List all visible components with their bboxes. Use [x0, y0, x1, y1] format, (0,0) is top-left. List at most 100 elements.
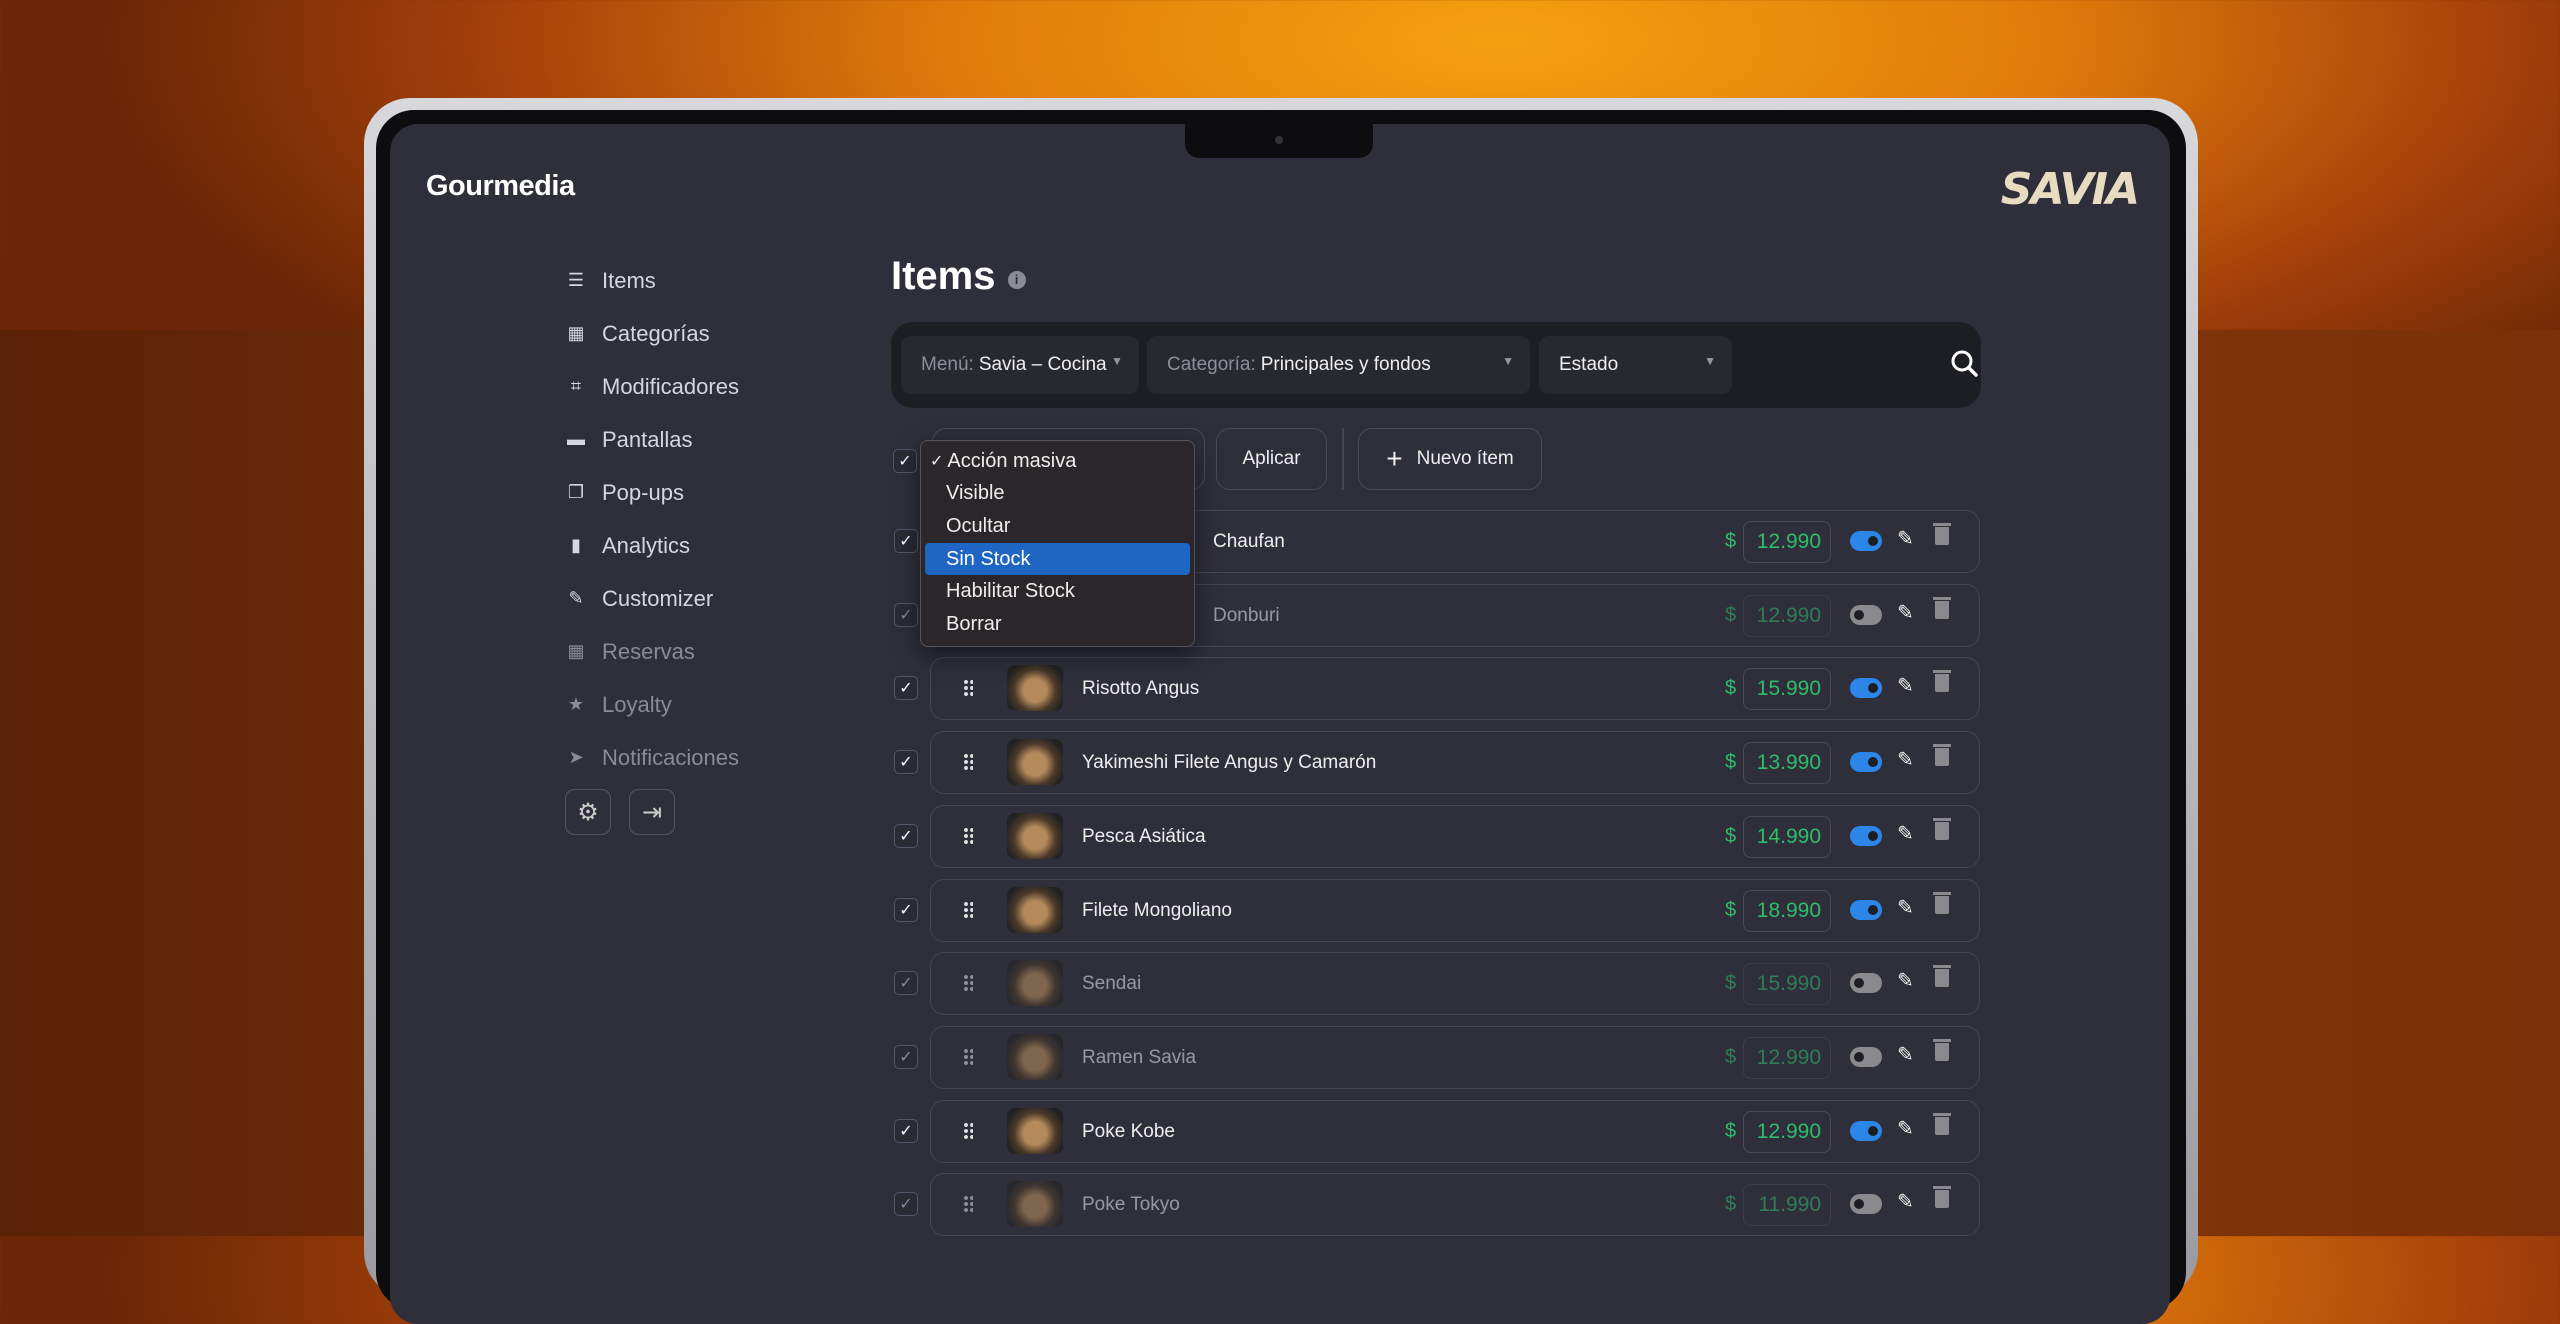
edit-pencil-icon[interactable]: ✎ — [1897, 1191, 1914, 1214]
edit-pencil-icon[interactable]: ✎ — [1897, 896, 1914, 919]
edit-pencil-icon[interactable]: ✎ — [1897, 1043, 1914, 1066]
row-checkbox[interactable]: ✓ — [894, 750, 918, 775]
price-input[interactable]: 12.990 — [1743, 521, 1831, 563]
trash-icon[interactable] — [1933, 523, 1951, 545]
bulk-option[interactable]: Sin Stock — [925, 542, 1190, 576]
sidebar-item-pantallas[interactable]: ▬ Pantallas — [565, 413, 739, 466]
trash-icon[interactable] — [1933, 1112, 1951, 1135]
drag-handle-icon[interactable] — [963, 1121, 973, 1140]
sidebar-item-notificaciones[interactable]: ➤ Notificaciones — [565, 731, 739, 784]
row-checkbox[interactable]: ✓ — [894, 1192, 918, 1217]
new-item-button[interactable]: + Nuevo ítem — [1358, 428, 1542, 490]
bulk-option[interactable]: Visible — [925, 478, 1190, 511]
edit-pencil-icon[interactable]: ✎ — [1897, 749, 1914, 772]
sidebar-item-analytics[interactable]: ▮ Analytics — [565, 519, 739, 572]
price-input[interactable]: 18.990 — [1743, 889, 1831, 932]
item-thumbnail — [1007, 886, 1063, 933]
edit-pencil-icon[interactable]: ✎ — [1897, 970, 1914, 993]
row-checkbox[interactable]: ✓ — [894, 529, 918, 553]
item-thumbnail — [1007, 665, 1063, 712]
edit-pencil-icon[interactable]: ✎ — [1897, 822, 1914, 845]
drag-handle-icon[interactable] — [963, 679, 973, 698]
status-select[interactable]: Estado ▼ — [1539, 336, 1732, 394]
visibility-toggle[interactable] — [1850, 1046, 1882, 1067]
trash-icon[interactable] — [1933, 744, 1951, 767]
chevron-down-icon: ▼ — [1502, 354, 1514, 368]
brand-logo: Gourmedia — [426, 170, 575, 202]
bulk-option-label: Habilitar Stock — [946, 580, 1075, 603]
visibility-toggle[interactable] — [1850, 973, 1882, 994]
edit-pencil-icon[interactable]: ✎ — [1897, 1117, 1914, 1140]
item-row: ✓ Filete Mongoliano $ 18.990 ✎ — [894, 878, 1980, 942]
new-item-label: Nuevo ítem — [1416, 448, 1514, 469]
info-icon[interactable]: i — [1007, 270, 1026, 289]
trash-icon[interactable] — [1933, 965, 1951, 988]
trash-icon[interactable] — [1933, 817, 1951, 840]
sidebar-item-categoras[interactable]: ▦ Categorías — [565, 307, 739, 360]
drag-handle-icon[interactable] — [963, 753, 973, 772]
drag-handle-icon[interactable] — [963, 1195, 973, 1214]
edit-pencil-icon[interactable]: ✎ — [1897, 528, 1914, 550]
sidebar-item-popups[interactable]: ❐ Pop-ups — [565, 466, 739, 519]
visibility-toggle[interactable] — [1850, 752, 1882, 773]
select-all-checkbox[interactable]: ✓ — [893, 449, 917, 473]
visibility-toggle[interactable] — [1850, 678, 1882, 699]
visibility-toggle[interactable] — [1850, 531, 1882, 551]
row-checkbox[interactable]: ✓ — [894, 602, 918, 627]
trash-icon[interactable] — [1933, 596, 1951, 619]
apply-button[interactable]: Aplicar — [1216, 428, 1327, 490]
menu-select-label: Menú: — [921, 354, 974, 375]
bulk-action-dropdown: ✓ Acción masiva Visible Ocultar Sin Stock Hab… — [920, 440, 1195, 647]
price-input[interactable]: 13.990 — [1743, 742, 1831, 785]
drag-handle-icon[interactable] — [963, 974, 973, 993]
price-input[interactable]: 12.990 — [1743, 1036, 1831, 1079]
bulk-option[interactable]: Habilitar Stock — [925, 575, 1190, 608]
visibility-toggle[interactable] — [1850, 899, 1882, 920]
row-checkbox[interactable]: ✓ — [894, 897, 918, 922]
trash-icon[interactable] — [1933, 891, 1951, 914]
sidebar-actions: ⚙ ⇥ — [565, 789, 675, 835]
row-checkbox[interactable]: ✓ — [894, 1044, 918, 1069]
price-input[interactable]: 15.990 — [1743, 963, 1831, 1006]
edit-pencil-icon[interactable]: ✎ — [1897, 675, 1914, 698]
drag-handle-icon[interactable] — [963, 826, 973, 845]
currency-symbol: $ — [1725, 530, 1737, 552]
row-checkbox[interactable]: ✓ — [894, 971, 918, 996]
price-input[interactable]: 14.990 — [1743, 815, 1831, 858]
item-row: ✓ Ramen Savia $ 12.990 ✎ — [894, 1025, 1980, 1089]
drag-handle-icon[interactable] — [963, 1047, 973, 1066]
sidebar-item-modificadores[interactable]: ⌗ Modificadores — [565, 360, 739, 413]
bulk-option[interactable]: Ocultar — [925, 510, 1190, 543]
trash-icon[interactable] — [1933, 1186, 1951, 1209]
visibility-toggle[interactable] — [1850, 604, 1882, 625]
price-input[interactable]: 15.990 — [1743, 668, 1831, 711]
row-checkbox[interactable]: ✓ — [894, 823, 918, 848]
menu-select[interactable]: Menú: Savia – Cocina ▼ — [901, 336, 1139, 394]
item-row: ✓ Pesca Asiática $ 14.990 ✎ — [894, 804, 1980, 868]
visibility-toggle[interactable] — [1850, 825, 1882, 846]
bulk-option[interactable]: ✓ Acción masiva — [925, 445, 1190, 478]
sidebar-item-loyalty[interactable]: ★ Loyalty — [565, 678, 739, 731]
sidebar-item-items[interactable]: ☰ Items — [565, 254, 739, 307]
price-input[interactable]: 12.990 — [1743, 594, 1831, 637]
sidebar-item-customizer[interactable]: ✎ Customizer — [565, 572, 739, 625]
visibility-toggle[interactable] — [1850, 1194, 1882, 1215]
drag-handle-icon[interactable] — [963, 900, 973, 919]
edit-pencil-icon[interactable]: ✎ — [1897, 601, 1914, 624]
row-checkbox[interactable]: ✓ — [894, 1118, 918, 1143]
bulk-option[interactable]: Borrar — [925, 608, 1190, 641]
item-name: Pesca Asiática — [1082, 825, 1206, 847]
trash-icon[interactable] — [1933, 1038, 1951, 1061]
price-input[interactable]: 12.990 — [1743, 1110, 1831, 1153]
visibility-toggle[interactable] — [1850, 1120, 1882, 1141]
category-select[interactable]: Categoría: Principales y fondos ▼ — [1147, 336, 1530, 394]
price-input[interactable]: 11.990 — [1743, 1184, 1831, 1227]
plus-icon: + — [1386, 443, 1403, 474]
search-icon[interactable] — [1945, 344, 1985, 384]
sidebar-item-reservas[interactable]: ▦ Reservas — [565, 625, 739, 678]
settings-button[interactable]: ⚙ — [565, 789, 611, 835]
trash-icon[interactable] — [1933, 670, 1951, 693]
row-checkbox[interactable]: ✓ — [894, 676, 918, 701]
logout-button[interactable]: ⇥ — [629, 789, 675, 835]
currency-symbol: $ — [1725, 824, 1737, 847]
